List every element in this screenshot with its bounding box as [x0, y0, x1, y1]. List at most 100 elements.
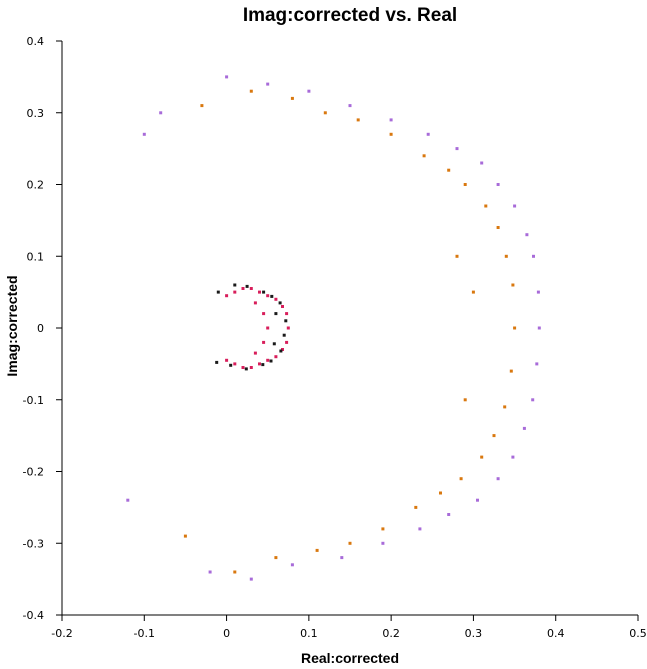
data-point [262, 290, 266, 294]
data-point [480, 455, 484, 459]
data-point [513, 204, 517, 208]
data-point [496, 477, 500, 481]
data-point [496, 183, 500, 186]
data-point [535, 362, 539, 366]
data-point [323, 111, 327, 115]
data-point [215, 360, 219, 364]
data-point [439, 491, 442, 495]
data-point [274, 355, 278, 359]
data-point [447, 513, 451, 516]
data-point [270, 294, 274, 298]
data-point [233, 570, 237, 574]
data-point [274, 556, 278, 560]
axis-ticks: -0.2 -0.1 0 0.1 0.2 0.3 0.4 0.5 0.4 0.3 0.2 0.1 0 -0.… [23, 35, 647, 640]
data-point [200, 104, 204, 108]
x-tick-label: 0.5 [629, 627, 647, 640]
data-point [492, 434, 496, 438]
data-point [537, 326, 541, 330]
data-point [285, 340, 289, 344]
y-tick-label: -0.2 [23, 466, 44, 479]
data-point [253, 301, 257, 305]
data-point [414, 505, 418, 509]
data-point [233, 283, 237, 287]
data-point [126, 498, 130, 502]
data-point [241, 287, 245, 290]
data-point [290, 563, 294, 567]
x-tick-label: 0.1 [300, 627, 318, 640]
data-point [290, 96, 294, 100]
data-point [279, 349, 283, 353]
data-point [245, 284, 249, 288]
data-point [183, 534, 187, 538]
data-point [513, 326, 517, 330]
data-point [159, 111, 163, 115]
data-point [262, 312, 266, 316]
data-point [272, 342, 276, 346]
data-point [509, 369, 513, 373]
data-point [253, 351, 257, 355]
data-point [476, 498, 479, 502]
data-point [281, 348, 284, 351]
data-point [249, 577, 253, 581]
data-point [418, 527, 422, 531]
data-point [503, 405, 507, 409]
data-point [142, 132, 146, 136]
data-point [455, 147, 459, 151]
data-point [426, 132, 430, 136]
data-point [241, 366, 245, 369]
data-point [208, 570, 212, 574]
series-3 [215, 283, 288, 371]
data-point [225, 358, 229, 362]
x-tick-label: 0.2 [382, 627, 400, 640]
plot-area [62, 41, 638, 615]
data-point [525, 233, 529, 237]
data-point [348, 541, 352, 545]
data-point [522, 426, 526, 430]
series-1 [183, 89, 517, 574]
data-point [459, 477, 463, 481]
y-axis-label: Imag:corrected [4, 275, 20, 376]
data-point [233, 290, 237, 294]
data-point [504, 254, 508, 258]
data-point [262, 340, 266, 344]
data-point [532, 254, 535, 258]
data-point [463, 398, 467, 402]
data-point [269, 359, 273, 363]
data-point [307, 89, 311, 93]
x-axis-label: Real:corrected [301, 650, 399, 666]
data-point [281, 305, 284, 308]
y-tick-label: 0.2 [27, 179, 45, 192]
data-point [381, 527, 385, 531]
y-tick-label: 0.1 [27, 250, 45, 263]
data-point [463, 183, 467, 186]
x-tick-label: 0 [223, 627, 230, 640]
data-point [266, 294, 270, 298]
data-point [422, 154, 426, 158]
data-point [284, 319, 288, 323]
data-point [511, 283, 515, 287]
data-point [249, 89, 253, 93]
data-point [455, 254, 459, 258]
y-tick-label: -0.4 [23, 609, 44, 622]
data-point [389, 118, 393, 122]
data-point [340, 556, 344, 560]
data-point [249, 287, 253, 290]
data-point [484, 204, 488, 208]
data-point [389, 132, 393, 136]
data-point [274, 312, 278, 316]
data-point [348, 104, 352, 108]
series-0 [126, 75, 541, 581]
data-point [266, 82, 270, 86]
y-tick-label: 0.3 [27, 107, 45, 120]
data-point [536, 290, 540, 294]
data-point [356, 118, 360, 122]
chart-title: Imag:corrected vs. Real [243, 5, 457, 26]
data-point [285, 312, 289, 316]
x-tick-label: 0.4 [547, 627, 565, 640]
data-point [229, 363, 233, 367]
series-2 [225, 287, 290, 369]
y-tick-label: -0.1 [23, 394, 44, 407]
data-point [282, 333, 286, 337]
